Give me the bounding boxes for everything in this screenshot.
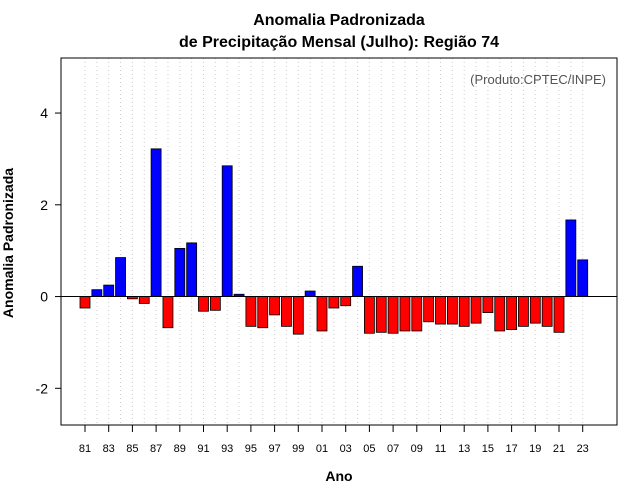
bar-2001	[316, 296, 328, 332]
bar-1991	[198, 296, 209, 312]
x-tick-label: 81	[79, 443, 91, 455]
y-tick-label: 0	[40, 289, 48, 305]
bar-1986	[138, 296, 150, 304]
bar-2003	[340, 296, 352, 307]
bar-1998	[281, 296, 292, 327]
bar-2016	[494, 296, 506, 332]
bar-1984	[115, 257, 126, 297]
x-tick-label: 85	[126, 443, 138, 455]
x-tick-label: 03	[340, 443, 352, 455]
bar-1997	[269, 296, 281, 316]
x-tick-label: 13	[458, 443, 470, 455]
bar-1990	[186, 242, 198, 297]
bar-1981	[79, 296, 91, 309]
x-tick-label: 83	[103, 443, 115, 455]
x-tick-label: 11	[435, 443, 446, 455]
bar-2017	[506, 296, 518, 330]
y-tick-label: -2	[36, 380, 49, 396]
bar-2002	[328, 296, 340, 309]
bar-1996	[257, 296, 269, 329]
bar-2021	[553, 296, 565, 333]
credit-annotation: (Produto:CPTEC/INPE)	[470, 72, 606, 87]
x-tick-label: 87	[150, 443, 162, 455]
x-tick-label: 23	[577, 443, 589, 455]
bar-1999	[292, 296, 304, 335]
bar-2012	[446, 296, 458, 325]
x-tick-label: 05	[363, 443, 375, 455]
x-tick-label: 09	[411, 443, 423, 455]
x-tick-label: 97	[268, 443, 280, 455]
y-tick-label: 4	[40, 105, 48, 121]
x-axis-label: Ano	[325, 468, 352, 484]
bar-2010	[423, 296, 435, 323]
bar-2004	[352, 265, 363, 297]
bar-1983	[103, 284, 115, 297]
y-tick-label: 2	[40, 197, 48, 213]
x-tick-label: 19	[529, 443, 541, 455]
bar-1987	[150, 148, 162, 297]
bar-1992	[209, 296, 221, 311]
x-tick-label: 21	[553, 443, 565, 455]
x-tick-label: 17	[505, 443, 517, 455]
bar-2000	[304, 290, 316, 297]
bars	[79, 148, 589, 335]
bar-1995	[245, 296, 257, 327]
bar-2007	[387, 296, 399, 334]
y-axis-label: Anomalia Padronizada	[0, 168, 16, 318]
x-tick-label: 01	[316, 443, 328, 455]
bar-2013	[458, 296, 470, 327]
x-tick-label: 89	[174, 443, 186, 455]
chart-title: Anomalia Padronizada	[253, 12, 425, 29]
bar-1982	[91, 289, 103, 297]
x-tick-label: 99	[292, 443, 304, 455]
chart-subtitle: de Precipitação Mensal (Julho): Região 7…	[179, 34, 499, 51]
x-axis: 81 83 85 87 89 91 93 95 97 99 01 03 05 07 09 11 13 15 17 19…	[79, 425, 589, 455]
bar-2005	[363, 296, 375, 334]
bar-1993	[221, 165, 233, 297]
plot-frame	[60, 57, 618, 426]
bar-2022	[565, 219, 577, 297]
x-tick-label: 95	[245, 443, 257, 455]
bar-1989	[174, 247, 186, 297]
x-tick-label: 07	[387, 443, 399, 455]
bar-2018	[518, 296, 529, 327]
bar-2014	[470, 296, 482, 324]
bar-2019	[529, 296, 541, 324]
bar-2009	[411, 296, 423, 332]
bar-2008	[399, 296, 411, 332]
bar-2006	[375, 296, 387, 333]
x-tick-label: 15	[482, 443, 494, 455]
x-tick-label: 93	[221, 443, 233, 455]
y-axis: -2 0 2 4	[36, 105, 61, 396]
bar-2015	[482, 296, 494, 314]
bar-2023	[577, 259, 589, 297]
bar-2011	[435, 296, 446, 325]
x-tick-label: 91	[197, 443, 209, 455]
bar-1988	[162, 296, 174, 329]
bar-2020	[541, 296, 553, 327]
